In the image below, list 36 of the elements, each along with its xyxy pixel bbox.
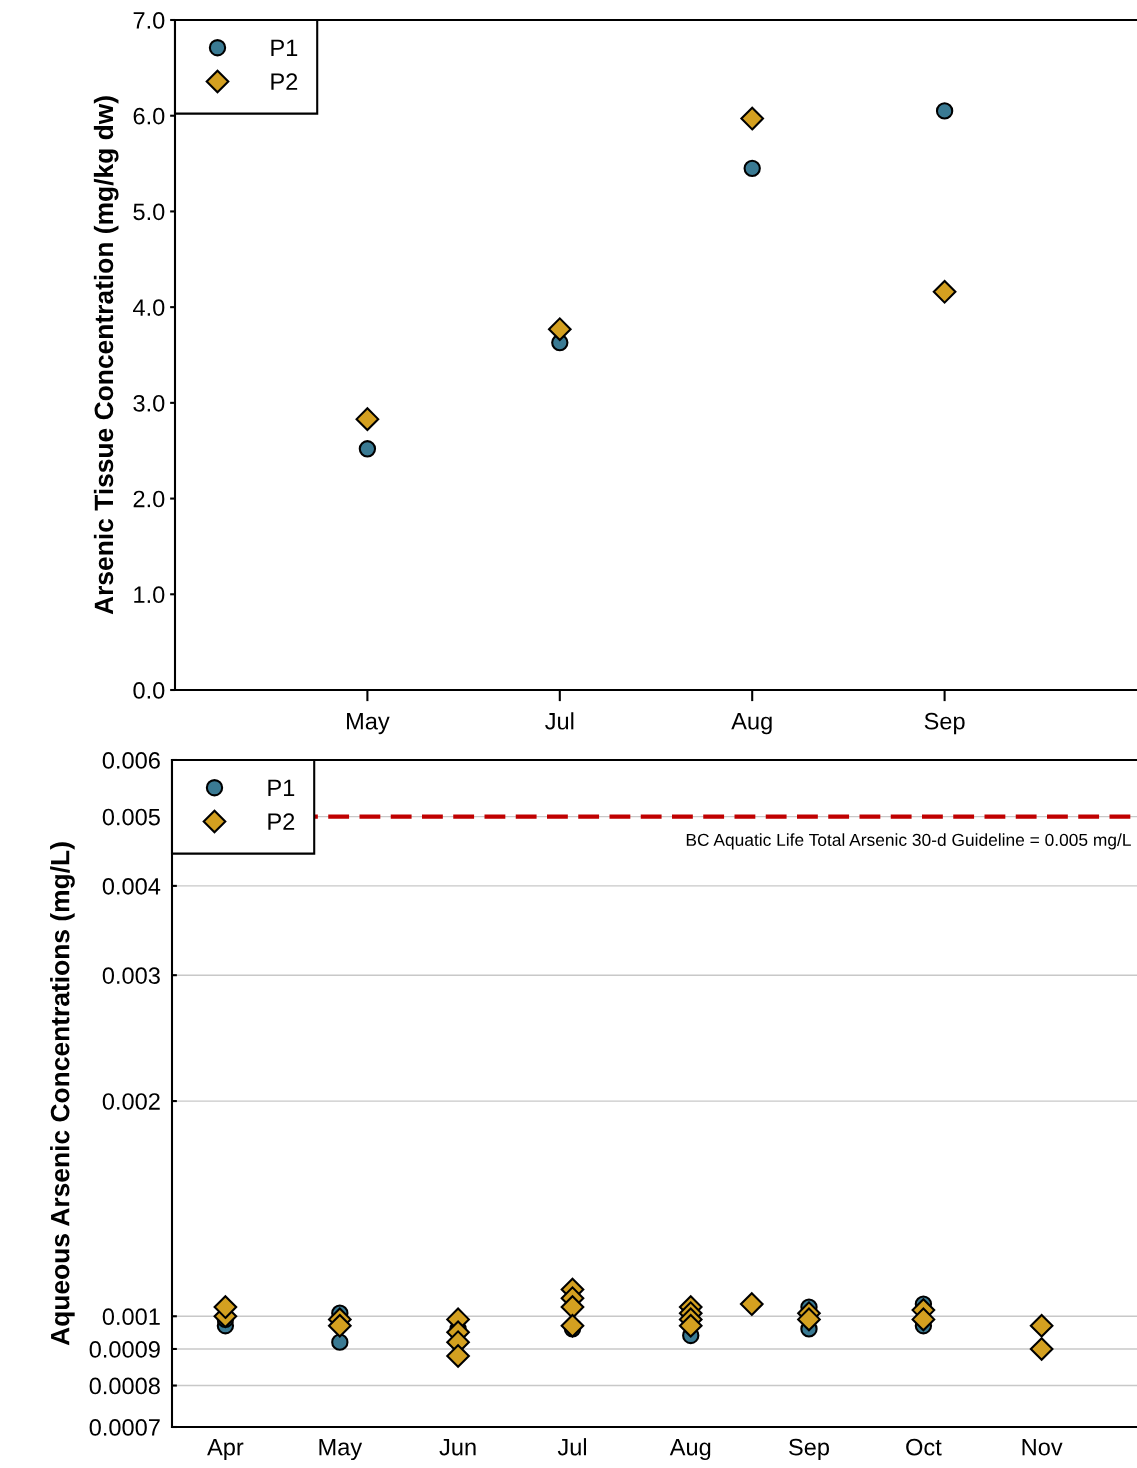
- y-tick-label: 0.005: [102, 808, 160, 826]
- y-tick-label: 3.0: [133, 394, 165, 412]
- y-tick-label: 0.002: [102, 1093, 160, 1110]
- legend-label: P1: [268, 779, 295, 796]
- x-tick-label: May: [319, 1438, 363, 1461]
- y-axis-title: Aqueous Arsenic Concentrations (mg/L): [50, 842, 75, 1346]
- y-tick-label: 7.0: [133, 12, 165, 29]
- legend-label: P2: [271, 73, 298, 90]
- y-tick-label: 1.0: [134, 586, 165, 604]
- y-tick-label: 0.0: [133, 682, 165, 699]
- x-tick-label: May: [347, 713, 390, 735]
- x-tick-label: Jul: [545, 712, 574, 730]
- y-tick-label: 0.006: [102, 752, 160, 769]
- y-tick-label: 0.001: [102, 1308, 160, 1326]
- x-tick-label: Jun: [439, 1438, 476, 1456]
- y-tick-label: 0.003: [102, 967, 160, 984]
- y-tick-label: 5.0: [133, 203, 165, 221]
- legend-label: P1: [271, 39, 298, 56]
- legend-label: P2: [268, 813, 295, 830]
- x-tick-label: Sep: [789, 1438, 829, 1461]
- y-tick-label: 4.0: [133, 299, 165, 316]
- x-tick-label: Nov: [1022, 1438, 1063, 1456]
- y-tick-label: 0.0009: [89, 1341, 160, 1358]
- y-tick-label: 0.004: [102, 877, 161, 895]
- y-axis-title: Arsenic Tissue Concentration (mg/kg dw): [93, 96, 119, 615]
- x-tick-label: Sep: [924, 712, 965, 735]
- x-tick-label: Apr: [207, 1438, 244, 1461]
- x-tick-label: Oct: [906, 1438, 942, 1456]
- x-tick-label: Jul: [557, 1438, 587, 1456]
- y-tick-label: 2.0: [133, 490, 165, 508]
- y-tick-label: 6.0: [133, 107, 165, 125]
- x-tick-label: Aug: [731, 713, 772, 735]
- x-tick-label: Aug: [669, 1438, 711, 1461]
- ref-line-label: BC Aquatic Life Total Arsenic 30-d Guideline = 0.005 mg/L: [686, 833, 1131, 850]
- y-tick-label: 0.0007: [89, 1419, 160, 1436]
- y-tick-label: 0.0008: [89, 1377, 160, 1395]
